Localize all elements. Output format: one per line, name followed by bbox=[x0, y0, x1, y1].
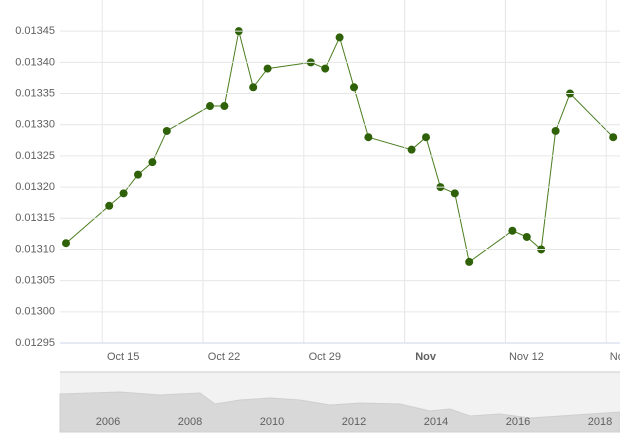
navigator-label: 2016 bbox=[506, 416, 530, 428]
marker bbox=[465, 257, 474, 266]
y-tick-label: 0.01320 bbox=[15, 181, 55, 193]
marker bbox=[364, 133, 373, 142]
marker bbox=[422, 133, 430, 142]
navigator-label: 2010 bbox=[260, 416, 284, 428]
marker bbox=[522, 232, 531, 241]
navigator bbox=[59, 371, 620, 433]
navigator-label: 2008 bbox=[178, 416, 202, 428]
marker bbox=[263, 64, 272, 73]
y-tick-label: 0.01340 bbox=[15, 56, 55, 68]
marker bbox=[335, 33, 344, 42]
x-tick-label: Oct 22 bbox=[208, 351, 240, 363]
x-tick-label: Nov bbox=[415, 351, 437, 363]
marker bbox=[407, 145, 416, 154]
marker bbox=[609, 133, 618, 142]
x-tick-label: Nov 12 bbox=[509, 351, 544, 363]
navigator-label: 2012 bbox=[342, 416, 366, 428]
marker bbox=[321, 64, 330, 73]
marker bbox=[148, 158, 157, 167]
marker bbox=[508, 226, 517, 235]
marker bbox=[62, 239, 70, 248]
line bbox=[65, 31, 614, 263]
navigator-label: 2018 bbox=[588, 416, 612, 428]
navigator-label: 2006 bbox=[96, 416, 120, 428]
marker bbox=[105, 201, 114, 210]
x-tick-label: Oct 15 bbox=[107, 351, 139, 363]
y-tick-label: 0.01325 bbox=[15, 150, 55, 162]
y-tick-label: 0.01295 bbox=[15, 337, 55, 349]
marker bbox=[119, 189, 128, 198]
y-tick-label: 0.01305 bbox=[15, 275, 55, 287]
marker bbox=[551, 126, 560, 135]
y-tick-label: 0.01345 bbox=[15, 25, 55, 37]
x-tick-label: Oct 29 bbox=[309, 351, 341, 363]
marker bbox=[206, 102, 214, 111]
navigator-label: 2014 bbox=[424, 416, 448, 428]
marker bbox=[134, 170, 142, 179]
navigator-area bbox=[59, 391, 620, 433]
marker bbox=[162, 126, 171, 135]
marker bbox=[220, 102, 229, 111]
x-tick-label: Nov 19 bbox=[610, 351, 620, 363]
marker bbox=[350, 83, 358, 92]
marker bbox=[249, 83, 258, 92]
y-tick-label: 0.01330 bbox=[15, 119, 55, 131]
y-tick-label: 0.01335 bbox=[15, 87, 55, 99]
y-tick-label: 0.01310 bbox=[15, 243, 55, 255]
y-tick-label: 0.01315 bbox=[15, 212, 55, 224]
y-tick-label: 0.01300 bbox=[15, 306, 55, 318]
marker bbox=[450, 189, 459, 198]
